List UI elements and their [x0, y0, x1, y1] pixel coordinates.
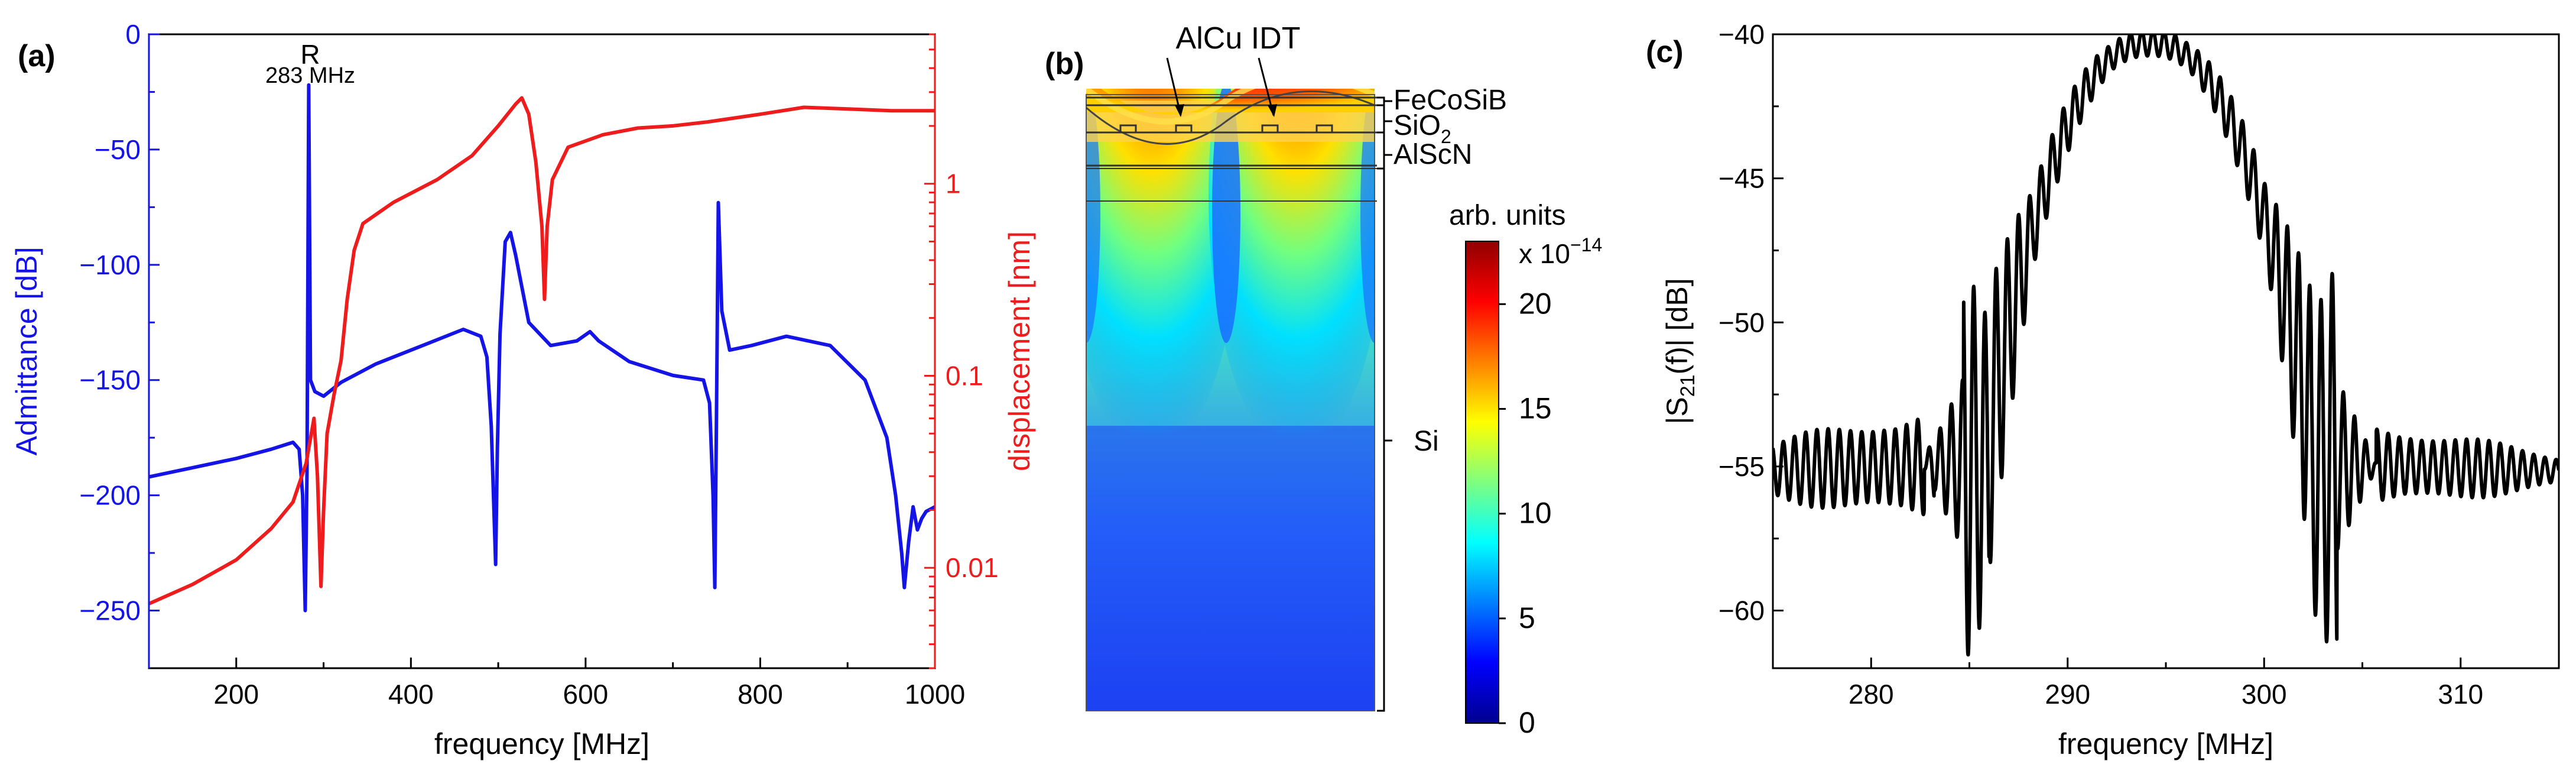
layer-alscn: AlScN [1393, 139, 1472, 170]
y-tick-label-a: −150 [79, 365, 141, 396]
x-axis-label-a: frequency [MHz] [434, 727, 649, 760]
bracket-sio2 [1377, 104, 1385, 134]
panel-a-label: (a) [18, 39, 56, 73]
idt-finger-4 [1315, 124, 1333, 134]
y-axis-label-c-rest: (f)| [dB] [1661, 278, 1694, 374]
film-outline [1086, 90, 1375, 145]
colorbar-tick-label: 20 [1519, 287, 1552, 320]
layer-brackets [1377, 96, 1392, 712]
x-axis-label-c: frequency [MHz] [2058, 727, 2273, 760]
layer-sio2-main: SiO [1393, 110, 1441, 141]
panel-b: (b) AlCu IDT [1045, 21, 1602, 739]
x-tick-label-a: 600 [563, 679, 609, 710]
x-tick-label-c: 280 [1849, 679, 1894, 710]
bracket-fecosib [1377, 96, 1385, 106]
idt-finger-2 [1175, 124, 1193, 134]
bracket-si [1377, 167, 1385, 712]
map-border [1086, 94, 1375, 711]
field-node-edge-left [1086, 89, 1100, 343]
colorbar-tick-label: 0 [1519, 706, 1535, 739]
layer-sio2-subscript: 2 [1441, 126, 1451, 147]
y-axis-label-c-sub: 21 [1677, 374, 1699, 397]
y-tick-label-c: −50 [1719, 307, 1765, 338]
panel-b-label: (b) [1045, 47, 1084, 81]
layer-fecosib: FeCoSiB [1393, 85, 1507, 116]
x-tick-label-c: 290 [2045, 679, 2090, 710]
field-lobe-right [1209, 89, 1375, 455]
y-tick-label-c: −45 [1719, 163, 1765, 194]
x-tick-label-a: 800 [738, 679, 783, 710]
idt-label: AlCu IDT [1176, 21, 1301, 56]
y2-axis-label-a: displacement [nm] [1003, 231, 1036, 471]
annotation-r: R [300, 39, 320, 70]
colorbar-label: arb. units [1449, 200, 1565, 231]
y-axis-label-c: |S21(f)| [dB] [1661, 278, 1699, 424]
y-tick-label-a: −100 [79, 250, 141, 280]
annotation-freq: 283 MHz [265, 63, 355, 88]
panel-c: (c) 280 290 300 310 −40 −45 −50 −55 −60 frequency… [1646, 19, 2560, 760]
y-tick-label-a: 0 [125, 19, 141, 50]
idt-finger-3 [1261, 124, 1279, 134]
layer-si: Si [1414, 426, 1439, 457]
panel-a: (a) 200 400 600 800 1000 0 −50 −100 −150 −200 −250… [10, 19, 1036, 760]
series-s21-line [1773, 34, 2559, 657]
y2-tick-label-a: 1 [946, 169, 961, 199]
y-tick-label-c: −55 [1719, 451, 1765, 482]
x-tick-label-c: 310 [2438, 679, 2483, 710]
y-tick-label-a: −200 [79, 480, 141, 511]
colorbar-exponent: −14 [1570, 234, 1602, 255]
y-tick-label-a: −250 [79, 595, 141, 626]
colorbar-tick-label: 10 [1519, 497, 1552, 530]
idt-arrowhead-left [1175, 104, 1184, 117]
idt-arrowhead-right [1268, 104, 1277, 117]
y2-tick-label-a: 0.1 [946, 360, 983, 391]
y2-tick-label-a: 0.01 [946, 552, 999, 583]
x-tick-label-a: 1000 [905, 679, 965, 710]
y-axis-label-c-s: |S [1661, 397, 1694, 424]
series-admittance-line [149, 83, 935, 613]
x-tick-label-c: 300 [2242, 679, 2287, 710]
x-tick-label-a: 200 [213, 679, 259, 710]
field-lobe-left [1086, 89, 1241, 455]
y-tick-label-a: −50 [95, 134, 141, 165]
layer-sio2: SiO2 [1393, 110, 1451, 147]
field-node-center [1212, 89, 1240, 343]
field-deep [1086, 426, 1375, 711]
bracket-alscn [1377, 131, 1385, 170]
colorbar-multiplier: x 10−14 [1519, 234, 1602, 269]
series-displacement-line [149, 96, 935, 606]
colorbar-tick-label: 5 [1519, 601, 1535, 634]
x-tick-label-a: 400 [388, 679, 434, 710]
panel-c-frame [1772, 33, 2560, 669]
panel-c-label: (c) [1646, 35, 1684, 69]
surface-highlight [1086, 89, 1375, 125]
y-axis-label-a: Admittance [dB] [10, 247, 43, 456]
colorbar [1465, 241, 1499, 724]
y-tick-label-c: −40 [1719, 19, 1765, 50]
panel-a-frame [148, 33, 936, 669]
field-map [1086, 89, 1375, 711]
colorbar-tick-label: 15 [1519, 391, 1552, 425]
idt-finger-1 [1119, 124, 1137, 134]
y-tick-label-c: −60 [1719, 595, 1765, 626]
colorbar-mult-text: x 10 [1519, 238, 1570, 269]
field-node-edge-right [1360, 89, 1375, 343]
